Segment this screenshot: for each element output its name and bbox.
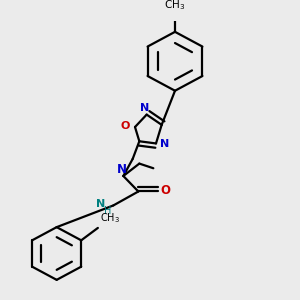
Text: N: N (160, 140, 169, 149)
Text: O: O (121, 121, 130, 131)
Text: N: N (96, 199, 105, 209)
Text: N: N (140, 103, 150, 113)
Text: CH$_3$: CH$_3$ (100, 212, 119, 225)
Text: O: O (161, 184, 171, 197)
Text: N: N (117, 163, 127, 176)
Text: H: H (103, 206, 111, 216)
Text: CH$_3$: CH$_3$ (164, 0, 186, 12)
